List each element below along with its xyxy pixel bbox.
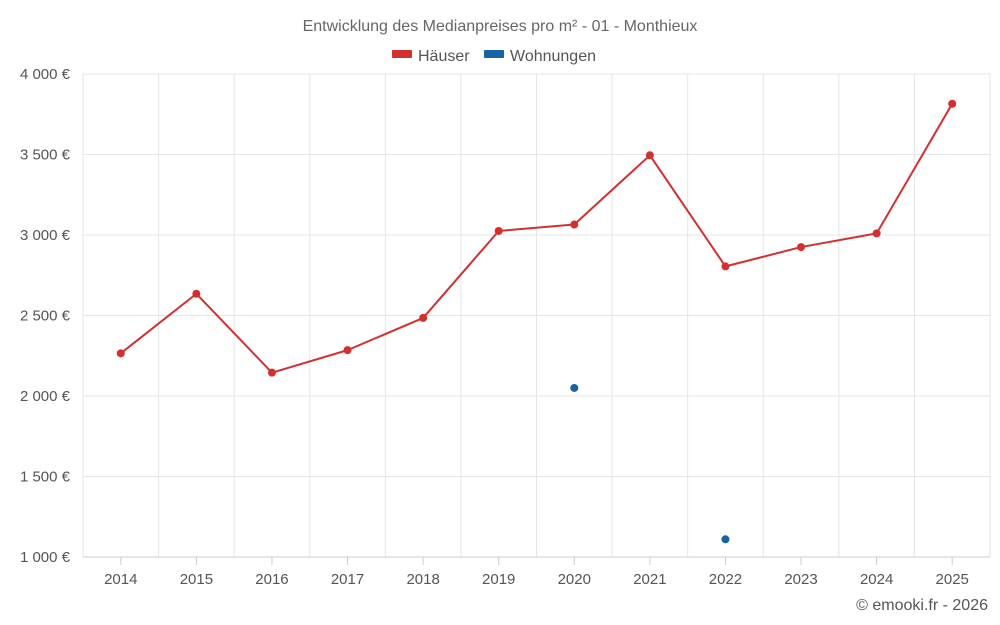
data-point-haeuser-2015[interactable] (192, 289, 201, 298)
grid (82, 73, 991, 557)
legend-item-wohnungen[interactable]: Wohnungen (484, 48, 596, 65)
y-tick-label: 1 500 € (20, 469, 71, 486)
x-tick-label: 2023 (784, 571, 817, 588)
data-point-haeuser-2014[interactable] (116, 349, 125, 358)
data-point-haeuser-2022[interactable] (721, 262, 730, 271)
data-point-haeuser-2020[interactable] (570, 220, 579, 229)
x-tick-label: 2017 (331, 571, 364, 588)
y-tick-label: 4 000 € (20, 66, 71, 83)
x-tick-label: 2018 (406, 571, 439, 588)
data-point-wohnungen-2020[interactable] (570, 383, 579, 392)
legend-item-haeuser[interactable]: Häuser (392, 48, 470, 65)
y-tick-label: 1 000 € (20, 549, 71, 566)
x-tick-label: 2019 (482, 571, 515, 588)
x-tick-label: 2022 (709, 571, 742, 588)
x-tick-label: 2021 (633, 571, 666, 588)
data-point-haeuser-2018[interactable] (419, 313, 428, 322)
legend-swatch-wohnungen (484, 50, 504, 58)
chart-title: Entwicklung des Medianpreises pro m² - 0… (303, 18, 698, 35)
data-point-haeuser-2025[interactable] (948, 99, 957, 108)
y-tick-label: 2 500 € (20, 308, 71, 325)
legend: Häuser Wohnungen (392, 48, 596, 65)
x-tick-label: 2015 (180, 571, 213, 588)
legend-swatch-haeuser (392, 50, 412, 58)
series (116, 99, 957, 544)
series-line-haeuser (120, 103, 954, 374)
data-point-wohnungen-2022[interactable] (721, 535, 730, 544)
legend-label-haeuser: Häuser (418, 48, 470, 65)
x-tick-label: 2024 (860, 571, 893, 588)
credit-text: © emooki.fr - 2026 (856, 597, 988, 614)
legend-label-wohnungen: Wohnungen (510, 48, 596, 65)
data-point-haeuser-2017[interactable] (343, 346, 352, 355)
y-tick-label: 3 000 € (20, 227, 71, 244)
data-point-haeuser-2016[interactable] (267, 368, 276, 377)
axes: 1 000 € 1 500 € 2 000 € 2 500 € 3 000 € 3 500… (20, 66, 990, 588)
data-point-haeuser-2019[interactable] (494, 226, 503, 235)
data-point-haeuser-2023[interactable] (797, 243, 806, 252)
x-tick-label: 2016 (255, 571, 288, 588)
x-tick-label: 2020 (558, 571, 591, 588)
y-tick-label: 3 500 € (20, 147, 71, 164)
y-tick-label: 2 000 € (20, 388, 71, 405)
data-point-haeuser-2024[interactable] (872, 229, 881, 238)
data-point-haeuser-2021[interactable] (645, 151, 654, 160)
x-tick-label: 2025 (936, 571, 969, 588)
x-tick-label: 2014 (104, 571, 137, 588)
